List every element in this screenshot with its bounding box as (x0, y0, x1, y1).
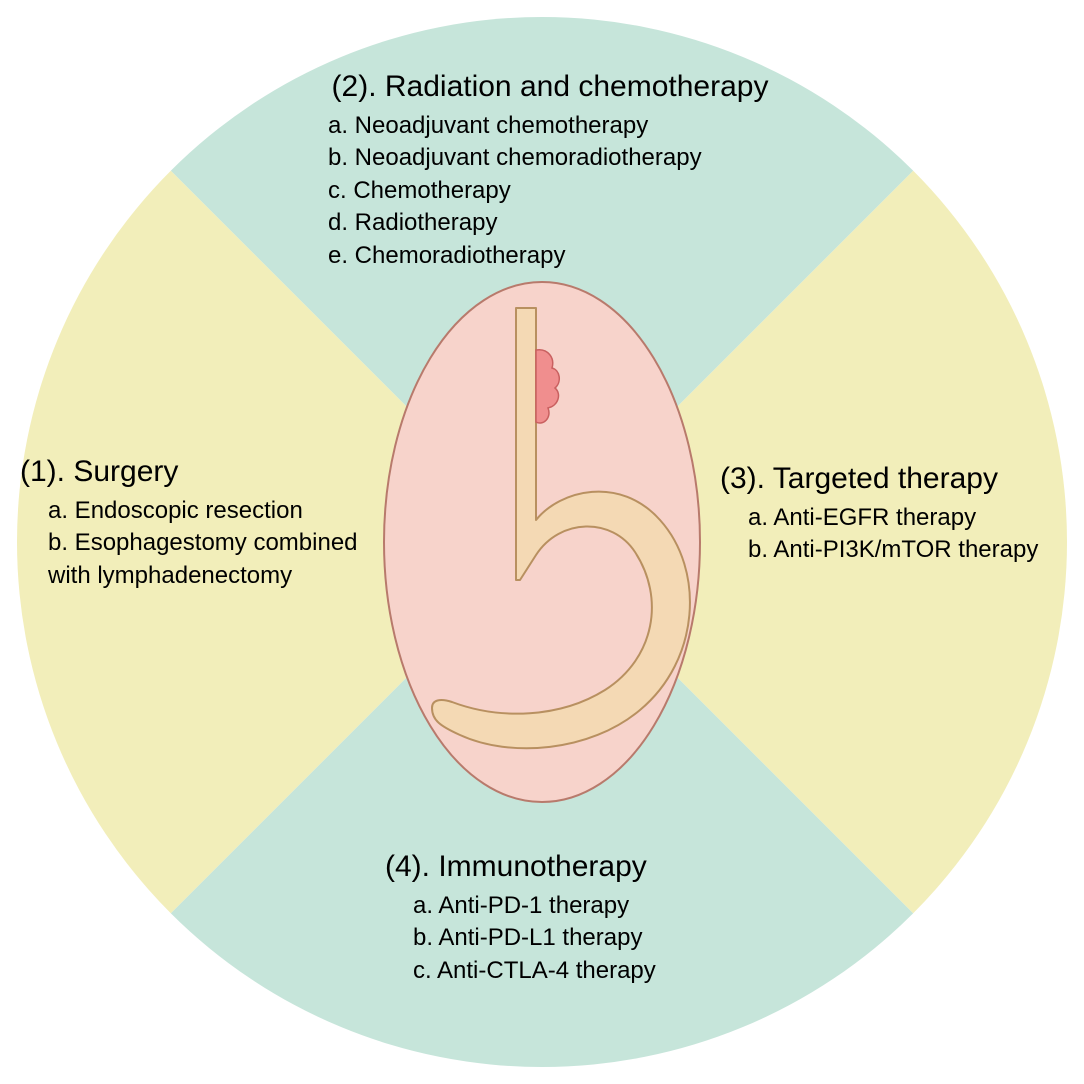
section-item: a. Anti-PD-1 therapy (413, 890, 745, 922)
section-title: (3). Targeted therapy (720, 462, 1060, 496)
section-item: c. Anti-CTLA-4 therapy (413, 955, 745, 987)
section-item: a. Neoadjuvant chemotherapy (328, 110, 800, 142)
section-surgery: (1). Surgery a. Endoscopic resection b. … (20, 455, 365, 592)
section-title: (4). Immunotherapy (385, 850, 745, 884)
section-item: a. Endoscopic resection (48, 495, 365, 527)
diagram-stage: (2). Radiation and chemotherapy a. Neoad… (0, 0, 1084, 1084)
section-targeted: (3). Targeted therapy a. Anti-EGFR thera… (720, 462, 1060, 567)
section-item: d. Radiotherapy (328, 207, 800, 239)
section-item: e. Chemoradiotherapy (328, 240, 800, 272)
section-item: b. Anti-PD-L1 therapy (413, 922, 745, 954)
section-item: b. Esophagestomy combined with lymphaden… (48, 527, 365, 592)
section-item: b. Anti-PI3K/mTOR therapy (748, 534, 1060, 566)
section-item: b. Neoadjuvant chemoradiotherapy (328, 142, 800, 174)
section-immunotherapy: (4). Immunotherapy a. Anti-PD-1 therapy … (385, 850, 745, 987)
section-item: c. Chemotherapy (328, 175, 800, 207)
section-title: (2). Radiation and chemotherapy (300, 70, 800, 104)
section-title: (1). Surgery (20, 455, 365, 489)
section-radiation-chemo: (2). Radiation and chemotherapy a. Neoad… (300, 70, 800, 272)
section-item: a. Anti-EGFR therapy (748, 502, 1060, 534)
